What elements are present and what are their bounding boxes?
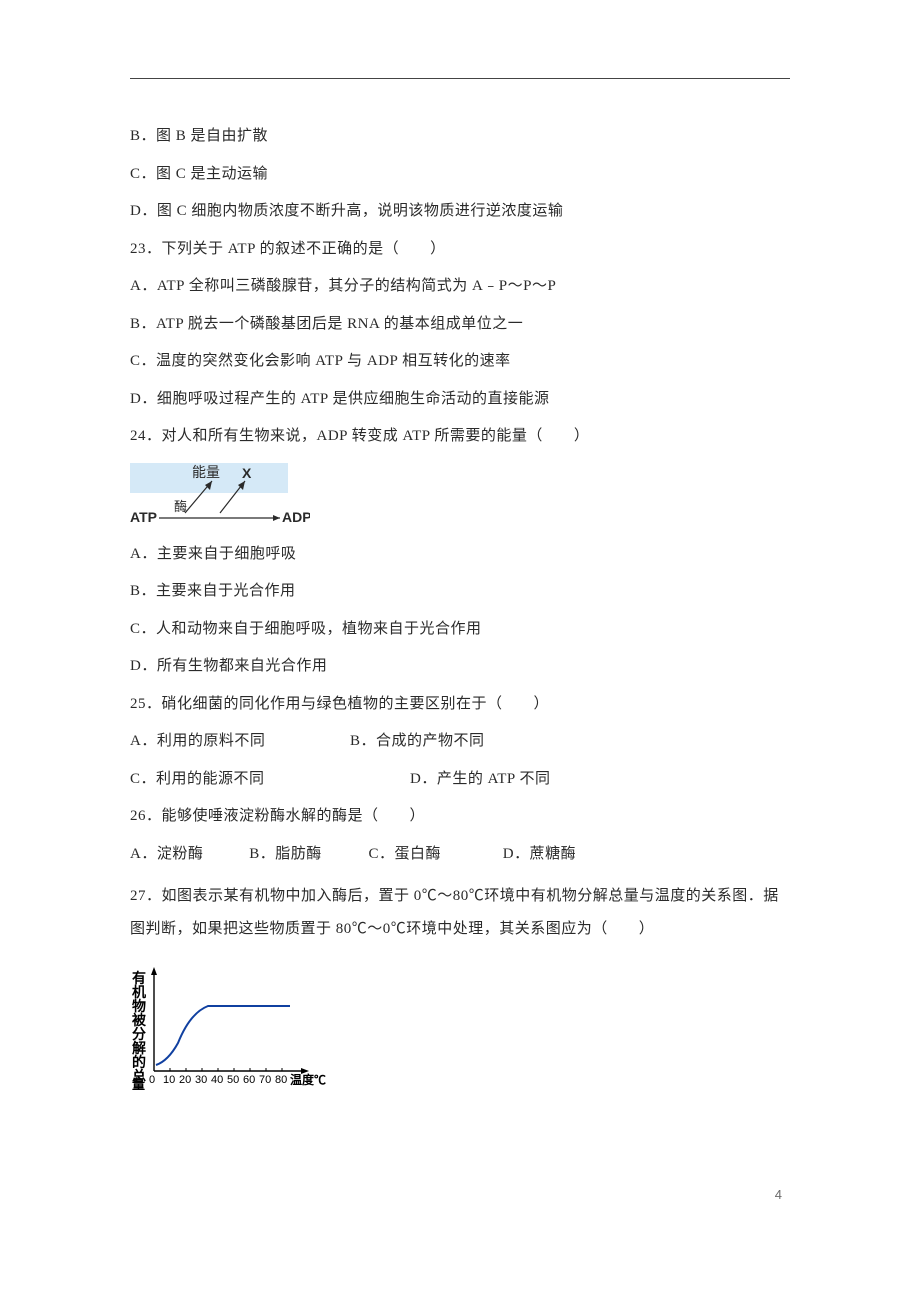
top-divider xyxy=(130,78,790,79)
label-energy: 能量 xyxy=(192,465,220,481)
q25-row2: C．利用的能源不同 D．产生的 ATP 不同 xyxy=(130,768,790,791)
temperature-chart: 有 机 物 被 分 解 的 总 量 xyxy=(130,961,330,1091)
q25-option-b: B．合成的产物不同 xyxy=(350,730,485,753)
q27-diagram: 有 机 物 被 分 解 的 总 量 xyxy=(130,961,790,1091)
xtick-7: 70 xyxy=(259,1074,271,1086)
q24-option-b: B．主要来自于光合作用 xyxy=(130,580,790,603)
label-atp: ATP xyxy=(130,509,157,525)
curve xyxy=(156,1006,290,1065)
q26-option-c: C．蛋白酶 xyxy=(369,843,499,866)
q26-option-a: A．淀粉酶 xyxy=(130,843,245,866)
q24-option-a: A．主要来自于细胞呼吸 xyxy=(130,543,790,566)
page-content: B．图 B 是自由扩散 C．图 C 是主动运输 D．图 C 细胞内物质浓度不断升… xyxy=(130,78,790,1103)
xtick-1: 10 xyxy=(163,1074,175,1086)
chart-xlabel: 温度℃ xyxy=(290,1072,326,1087)
q24-option-c: C．人和动物来自于细胞呼吸，植物来自于光合作用 xyxy=(130,618,790,641)
q26-option-d: D．蔗糖酶 xyxy=(503,843,576,866)
xtick-0: 0 xyxy=(149,1074,155,1086)
q26-options: A．淀粉酶 B．脂肪酶 C．蛋白酶 D．蔗糖酶 xyxy=(130,843,790,866)
label-enzyme: 酶 xyxy=(174,499,187,514)
q23-option-c: C．温度的突然变化会影响 ATP 与 ADP 相互转化的速率 xyxy=(130,350,790,373)
q25-option-d: D．产生的 ATP 不同 xyxy=(350,768,550,791)
atp-adp-diagram: ATP ADP 能量 X 酶 xyxy=(130,463,310,531)
y-axis-arrow xyxy=(151,967,157,975)
xtick-8: 80 xyxy=(275,1074,287,1086)
label-adp: ADP xyxy=(282,509,310,525)
q24-option-d: D．所有生物都来自光合作用 xyxy=(130,655,790,678)
q24-stem: 24．对人和所有生物来说，ADP 转变成 ATP 所需要的能量（ ） xyxy=(130,425,790,448)
q23-stem: 23．下列关于 ATP 的叙述不正确的是（ ） xyxy=(130,238,790,261)
q25-option-c: C．利用的能源不同 xyxy=(130,768,350,791)
page-number: 4 xyxy=(775,1187,782,1202)
q24-diagram: ATP ADP 能量 X 酶 xyxy=(130,463,790,531)
q25-row1: A．利用的原料不同 B．合成的产物不同 xyxy=(130,730,790,753)
q26-stem: 26．能够使唾液淀粉酶水解的酶是（ ） xyxy=(130,805,790,828)
q26-option-b: B．脂肪酶 xyxy=(249,843,364,866)
q25-stem: 25．硝化细菌的同化作用与绿色植物的主要区别在于（ ） xyxy=(130,693,790,716)
arrow-head xyxy=(273,515,280,521)
q22-option-b: B．图 B 是自由扩散 xyxy=(130,125,790,148)
q25-option-a: A．利用的原料不同 xyxy=(130,730,350,753)
q22-option-c: C．图 C 是主动运输 xyxy=(130,163,790,186)
xtick-2: 20 xyxy=(179,1074,191,1086)
q27-stem: 27．如图表示某有机物中加入酶后，置于 0℃～80℃环境中有机物分解总量与温度的… xyxy=(130,880,790,946)
chart-ylabel: 有 机 物 被 分 解 的 总 xyxy=(132,970,150,1085)
q23-option-d: D．细胞呼吸过程产生的 ATP 是供应细胞生命活动的直接能源 xyxy=(130,388,790,411)
xtick-5: 50 xyxy=(227,1074,239,1086)
q23-option-a: A．ATP 全称叫三磷酸腺苷，其分子的结构简式为 A﹣P～P～P xyxy=(130,275,790,298)
xtick-4: 40 xyxy=(211,1074,223,1086)
xtick-6: 60 xyxy=(243,1074,255,1086)
q23-option-b: B．ATP 脱去一个磷酸基团后是 RNA 的基本组成单位之一 xyxy=(130,313,790,336)
label-x: X xyxy=(242,465,252,481)
chart-ylabel-last: 量 xyxy=(132,1077,145,1091)
xtick-3: 30 xyxy=(195,1074,207,1086)
q22-option-d: D．图 C 细胞内物质浓度不断升高，说明该物质进行逆浓度运输 xyxy=(130,200,790,223)
